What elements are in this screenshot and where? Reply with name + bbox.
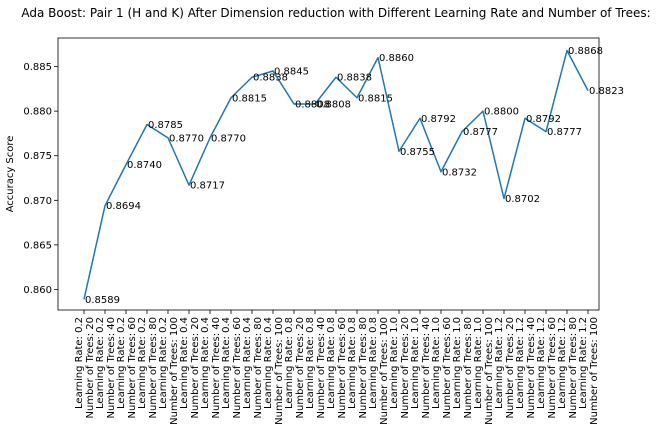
- y-axis: 0.860 0.865 0.870 0.875 0.880 0.885: [23, 62, 58, 296]
- data-label: 0.8755: [400, 147, 435, 158]
- x-tick-label: Number of Trees: 20: [400, 317, 411, 418]
- x-tick-label: Learning Rate: 1.2: [557, 317, 568, 409]
- data-label: 0.8785: [148, 120, 183, 131]
- plot-frame: [57, 37, 600, 311]
- data-label: 0.8868: [568, 46, 603, 57]
- series-line: [83, 49, 589, 300]
- x-tick-label: Learning Rate: 1.0: [389, 317, 400, 409]
- x-tick-label: Learning Rate: 1.2: [536, 317, 547, 409]
- data-label: 0.8717: [190, 181, 225, 192]
- x-tick-label: Learning Rate: 1.2: [515, 317, 526, 409]
- data-label: 0.8815: [358, 93, 393, 104]
- x-tick-label: Learning Rate: 0.8: [326, 317, 337, 409]
- x-tick-label: Number of Trees: 20: [85, 317, 96, 418]
- y-tick-label: 0.865: [23, 240, 52, 251]
- x-tick-label: Number of Trees: 100: [484, 317, 495, 425]
- data-label: 0.8589: [85, 295, 120, 306]
- x-tick-label: Learning Rate: 0.2: [95, 317, 106, 409]
- data-label: 0.8838: [337, 73, 372, 84]
- x-tick-label: Learning Rate: 1.0: [452, 317, 463, 409]
- data-label: 0.8823: [589, 86, 624, 97]
- x-tick-label: Number of Trees: 60: [127, 317, 138, 418]
- x-tick-label: Learning Rate: 1.0: [431, 317, 442, 409]
- y-tick-label: 0.885: [23, 62, 52, 73]
- x-tick-label: Learning Rate: 0.2: [137, 317, 148, 409]
- x-tick-label: Number of Trees: 40: [316, 317, 327, 418]
- data-label: 0.8777: [463, 127, 498, 138]
- x-axis: Learning Rate: 0.2 Number of Trees: 20 Lea…: [74, 310, 600, 425]
- x-tick-label: Number of Trees: 20: [505, 317, 516, 418]
- data-label: 0.8770: [169, 133, 204, 144]
- x-tick-label: Number of Trees: 20: [295, 317, 306, 418]
- data-label: 0.8808: [316, 99, 351, 110]
- x-tick-label: Number of Trees: 60: [547, 317, 558, 418]
- data-label: 0.8792: [526, 114, 561, 125]
- data-label: 0.8702: [505, 194, 540, 205]
- data-label: 0.8800: [484, 107, 519, 118]
- x-tick-label: Number of Trees: 60: [337, 317, 348, 418]
- y-tick-label: 0.875: [23, 151, 52, 162]
- data-label: 0.8845: [274, 67, 309, 78]
- x-tick-label: Learning Rate: 0.8: [284, 317, 295, 409]
- data-label: 0.8732: [442, 167, 477, 178]
- x-tick-label: Number of Trees: 40: [106, 317, 117, 418]
- x-tick-label: Learning Rate: 0.8: [347, 317, 358, 409]
- x-tick-label: Learning Rate: 0.8: [305, 317, 316, 409]
- data-label: 0.8808: [295, 99, 330, 110]
- y-tick-label: 0.880: [23, 107, 52, 118]
- x-tick-label: Learning Rate: 0.2: [158, 317, 169, 409]
- y-tick-label: 0.860: [23, 285, 52, 296]
- y-tick-label: 0.870: [23, 196, 52, 207]
- x-tick-label: Learning Rate: 0.4: [221, 317, 232, 409]
- x-tick-label: Number of Trees: 80: [568, 317, 579, 418]
- x-tick-label: Number of Trees: 40: [526, 317, 537, 418]
- x-tick-label: Number of Trees: 100: [379, 317, 390, 425]
- data-label: 0.8740: [127, 160, 162, 171]
- x-tick-label: Number of Trees: 80: [148, 317, 159, 418]
- data-label: 0.8770: [211, 133, 246, 144]
- x-tick-label: Number of Trees: 40: [421, 317, 432, 418]
- y-axis-label: Accuracy Score: [5, 136, 16, 213]
- data-label: 0.8792: [421, 114, 456, 125]
- data-label: 0.8777: [547, 127, 582, 138]
- x-tick-label: Learning Rate: 0.2: [74, 317, 85, 409]
- x-tick-label: Number of Trees: 100: [169, 317, 180, 425]
- data-label: 0.8838: [253, 73, 288, 84]
- data-label: 0.8860: [379, 53, 414, 64]
- x-tick-label: Learning Rate: 0.2: [116, 317, 127, 409]
- x-tick-label: Learning Rate: 0.8: [368, 317, 379, 409]
- chart-title: Ada Boost: Pair 1 (H and K) After Dimens…: [21, 6, 650, 20]
- x-tick-label: Number of Trees: 60: [232, 317, 243, 418]
- x-tick-label: Learning Rate: 0.4: [179, 317, 190, 409]
- x-tick-label: Learning Rate: 0.4: [200, 317, 211, 409]
- data-labels: 0.8589 0.8694 0.8740 0.8785 0.8770 0.8717 0.87…: [85, 46, 624, 306]
- x-tick-label: Learning Rate: 0.4: [263, 317, 274, 409]
- x-tick-label: Number of Trees: 80: [463, 317, 474, 418]
- data-label: 0.8815: [232, 93, 267, 104]
- data-label: 0.8694: [106, 201, 141, 212]
- x-tick-label: Learning Rate: 1.2: [578, 317, 589, 409]
- x-tick-label: Number of Trees: 60: [442, 317, 453, 418]
- x-tick-label: Number of Trees: 40: [211, 317, 222, 418]
- x-tick-label: Number of Trees: 80: [358, 317, 369, 418]
- x-tick-label: Number of Trees: 100: [589, 317, 600, 425]
- x-tick-label: Number of Trees: 20: [190, 317, 201, 418]
- x-tick-label: Number of Trees: 100: [274, 317, 285, 425]
- x-tick-label: Learning Rate: 0.4: [242, 317, 253, 409]
- x-tick-label: Number of Trees: 80: [253, 317, 264, 418]
- x-tick-label: Learning Rate: 1.2: [494, 317, 505, 409]
- x-tick-label: Learning Rate: 1.0: [410, 317, 421, 409]
- x-tick-label: Learning Rate: 1.0: [473, 317, 484, 409]
